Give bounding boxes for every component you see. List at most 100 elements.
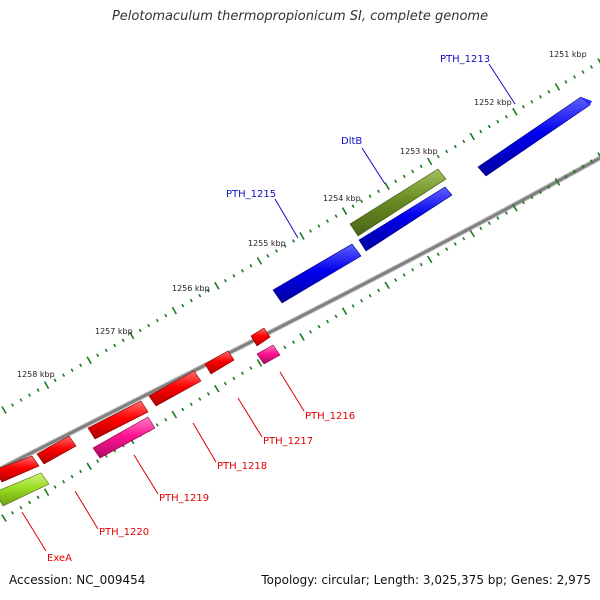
outer-tick-mark bbox=[504, 114, 508, 119]
outer-tick-mark bbox=[445, 149, 449, 154]
inner-tick-mark bbox=[326, 319, 330, 324]
outer-tick-mark bbox=[275, 249, 278, 253]
gene-PTH_1216-a[interactable] bbox=[250, 327, 271, 347]
scale-label-1256: 1256 kbp bbox=[172, 284, 210, 293]
inner-tick-mark bbox=[487, 221, 491, 226]
outer-tick-mark bbox=[62, 373, 66, 377]
outer-tick-mark bbox=[256, 256, 263, 265]
gene-PTH_1220-a[interactable] bbox=[36, 435, 77, 465]
label-PTH_1218[interactable]: PTH_1218 bbox=[217, 461, 267, 472]
inner-tick-mark bbox=[283, 345, 287, 350]
inner-tick-mark bbox=[368, 293, 372, 298]
outer-tick-mark bbox=[113, 343, 117, 348]
inner-tick-mark bbox=[402, 273, 406, 277]
outer-tick-mark bbox=[573, 75, 576, 79]
label-PTH_1220[interactable]: PTH_1220 bbox=[99, 527, 149, 538]
outer-tick-mark bbox=[36, 388, 40, 392]
outer-tick-mark bbox=[469, 132, 475, 141]
outer-tick-mark bbox=[171, 306, 177, 315]
outer-tick-mark bbox=[597, 58, 600, 64]
outer-tick-mark bbox=[581, 70, 585, 74]
gene-DltB[interactable] bbox=[349, 168, 447, 237]
outer-tick-mark bbox=[360, 199, 364, 203]
inner-tick-mark bbox=[43, 488, 50, 497]
outer-tick-mark bbox=[70, 368, 74, 372]
inner-tick-mark bbox=[426, 255, 433, 264]
outer-tick-mark bbox=[28, 393, 31, 397]
outer-tick-mark bbox=[104, 348, 108, 353]
outer-tick-mark bbox=[189, 298, 193, 303]
inner-tick-mark bbox=[155, 423, 159, 427]
inner-tick-mark bbox=[377, 288, 381, 293]
outer-tick-mark bbox=[384, 182, 390, 191]
gene-ExeA[interactable] bbox=[0, 472, 50, 507]
outer-tick-mark bbox=[292, 239, 295, 243]
outer-tick-mark bbox=[1, 406, 7, 414]
scale-label-1252: 1252 kbp bbox=[474, 98, 512, 107]
outer-tick-mark bbox=[223, 278, 227, 283]
label-PTH_1213[interactable]: PTH_1213 bbox=[440, 54, 490, 65]
outer-tick-mark bbox=[155, 318, 159, 323]
outer-tick-mark bbox=[266, 254, 270, 258]
scale-labels: 1251 kbp 1252 kbp 1253 kbp 1254 kbp 1255… bbox=[17, 50, 587, 379]
gene-PTH_1219-red[interactable] bbox=[87, 400, 149, 440]
gene-PTH_1213[interactable] bbox=[477, 96, 592, 177]
inner-tick-mark bbox=[496, 216, 500, 220]
outer-tick-mark bbox=[394, 179, 398, 184]
outer-tick-mark bbox=[487, 124, 491, 129]
outer-tick-mark bbox=[326, 219, 329, 223]
scale-label-1258: 1258 kbp bbox=[17, 370, 55, 379]
inner-tick-mark bbox=[334, 314, 338, 319]
outer-tick-mark bbox=[590, 65, 593, 69]
scale-label-1257: 1257 kbp bbox=[95, 327, 133, 336]
inner-tick-mark bbox=[70, 474, 74, 479]
outer-tick-mark bbox=[240, 269, 244, 273]
outer-tick-mark bbox=[96, 353, 100, 358]
outer-tick-ring bbox=[1, 58, 600, 414]
inner-tick-mark bbox=[394, 278, 398, 282]
inner-tick-mark bbox=[445, 247, 449, 251]
inner-tick-mark bbox=[96, 459, 100, 463]
inner-tick-mark bbox=[36, 495, 40, 500]
label-PTH_1217[interactable]: PTH_1217 bbox=[263, 436, 313, 447]
inner-tick-mark bbox=[547, 185, 551, 189]
inner-tick-mark bbox=[171, 410, 178, 419]
inner-tick-mark bbox=[581, 164, 585, 169]
label-ExeA[interactable]: ExeA bbox=[47, 553, 72, 564]
gene-PTH_1215-part1[interactable] bbox=[358, 186, 453, 252]
inner-tick-mark bbox=[28, 500, 32, 505]
label-PTH_1219[interactable]: PTH_1219 bbox=[159, 493, 209, 504]
inner-tick-mark bbox=[164, 417, 168, 422]
label-DltB[interactable]: DltB bbox=[341, 136, 362, 147]
label-PTH_1215[interactable]: PTH_1215 bbox=[226, 189, 276, 200]
gene-PTH_1219-pink[interactable] bbox=[92, 416, 156, 459]
inner-tick-mark bbox=[240, 371, 244, 375]
inner-tick-mark bbox=[1, 514, 7, 522]
gene-PTH_1218[interactable] bbox=[148, 370, 202, 407]
inner-tick-mark bbox=[597, 152, 600, 158]
gene-PTH_1216-b[interactable] bbox=[256, 344, 281, 365]
outer-tick-mark bbox=[79, 363, 83, 368]
inner-tick-ring bbox=[1, 152, 600, 522]
label-PTH_1216[interactable]: PTH_1216 bbox=[305, 411, 355, 422]
inner-tick-mark bbox=[572, 169, 576, 174]
inner-tick-mark bbox=[564, 174, 568, 179]
forward-strand-genes bbox=[272, 96, 592, 304]
gene-PTH_1215-part2[interactable] bbox=[272, 243, 362, 304]
outer-tick-mark bbox=[496, 119, 500, 124]
outer-tick-mark bbox=[53, 378, 57, 382]
inner-tick-mark bbox=[232, 376, 236, 381]
inner-tick-mark bbox=[554, 177, 561, 186]
inner-tick-mark bbox=[384, 281, 390, 290]
gene-PTH_1217[interactable] bbox=[204, 350, 235, 375]
scale-label-1253: 1253 kbp bbox=[400, 147, 438, 156]
outer-tick-mark bbox=[299, 232, 305, 240]
outer-tick-mark bbox=[19, 398, 23, 402]
outer-tick-mark bbox=[521, 104, 525, 109]
genome-backbone-core bbox=[0, 156, 600, 471]
inner-tick-mark bbox=[504, 211, 508, 215]
gene-PTH_1220-b[interactable] bbox=[0, 455, 40, 483]
outer-tick-mark bbox=[564, 80, 568, 84]
inner-tick-mark bbox=[479, 226, 483, 231]
